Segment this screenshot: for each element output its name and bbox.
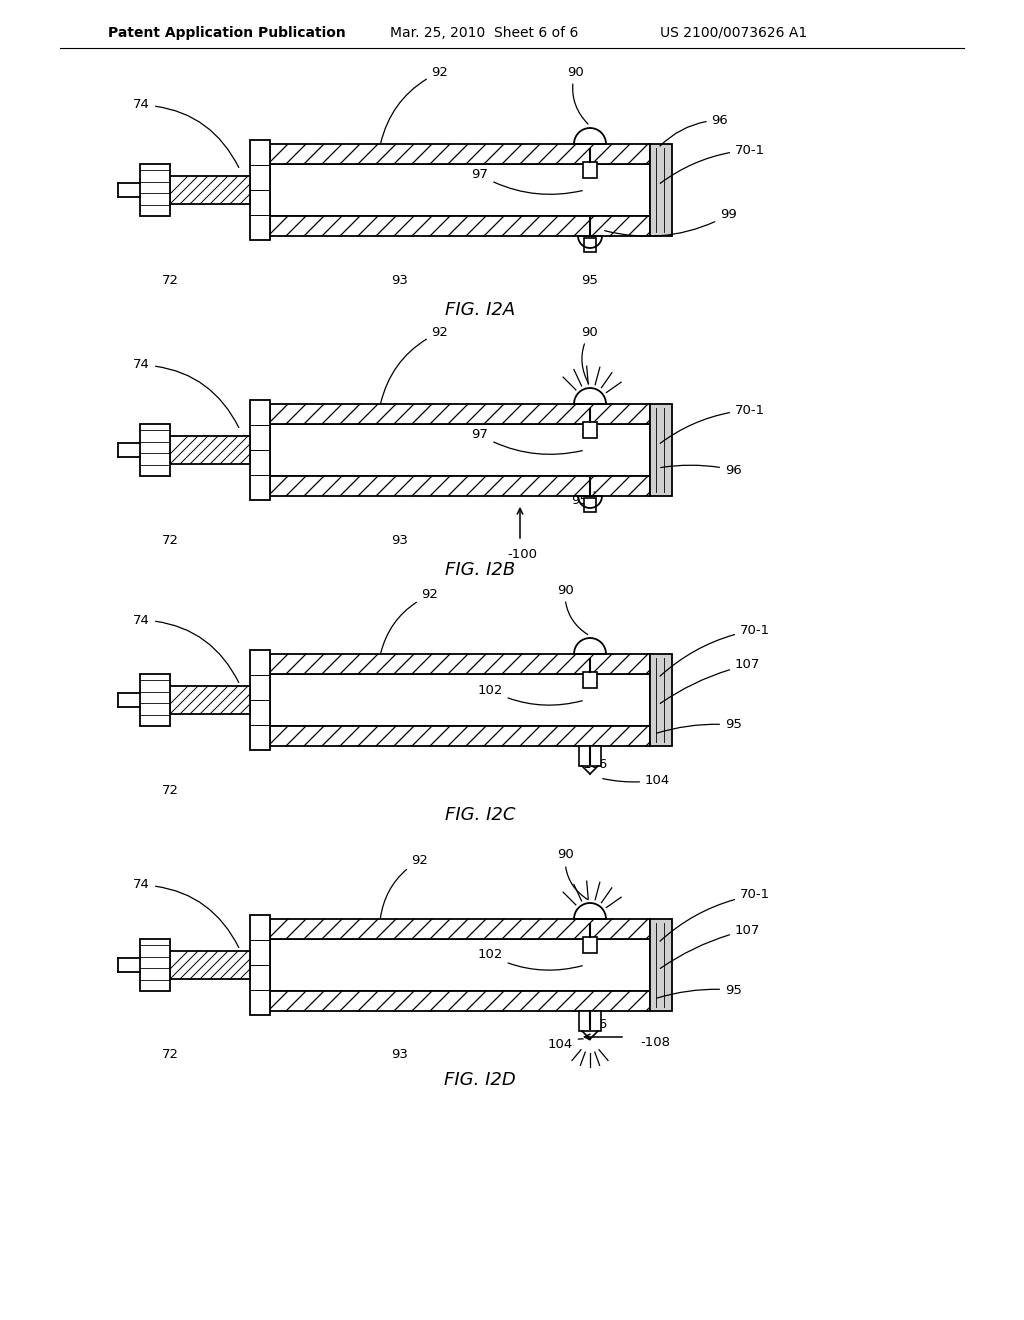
Bar [270,675,650,726]
Text: -108: -108 [640,1036,670,1049]
Bar [270,216,650,236]
Bar [270,144,650,164]
Bar [583,422,597,438]
Bar [650,144,672,236]
Text: 95: 95 [571,492,595,507]
Text: 93: 93 [391,273,409,286]
Text: 106: 106 [583,759,607,771]
Bar [170,436,250,465]
Text: 95: 95 [656,983,741,998]
Bar [170,176,250,205]
Bar [250,649,270,750]
Text: 74: 74 [133,359,239,428]
Text: -100: -100 [507,548,537,561]
Bar [270,726,650,746]
Bar [140,164,170,216]
Bar [583,672,597,688]
Bar [250,400,270,500]
Bar [650,404,672,496]
Text: 92: 92 [381,589,438,653]
Bar [270,477,650,496]
Text: 99: 99 [605,209,736,236]
Text: 72: 72 [162,533,178,546]
Text: FIG. I2D: FIG. I2D [444,1071,516,1089]
Bar [250,140,270,240]
Text: 95: 95 [656,718,741,733]
Bar [270,653,650,675]
Bar [140,424,170,477]
Text: 90: 90 [557,583,588,635]
Text: 104: 104 [603,774,671,787]
Text: 90: 90 [557,849,588,899]
Bar [270,424,650,477]
Text: 96: 96 [660,463,741,477]
Bar [584,238,596,252]
Text: FIG. I2A: FIG. I2A [444,301,515,319]
Text: 92: 92 [381,66,449,144]
Bar [270,164,650,216]
Text: 72: 72 [162,273,178,286]
Bar [650,653,672,746]
Text: 74: 74 [133,614,239,682]
Bar [270,404,650,424]
Text: 92: 92 [380,854,428,919]
Text: 70-1: 70-1 [660,404,765,444]
Text: 96: 96 [659,114,728,147]
Bar [583,162,597,178]
Bar [140,939,170,991]
Text: 74: 74 [133,99,239,168]
Text: 90: 90 [566,66,588,124]
Text: 106: 106 [583,1019,607,1031]
Text: Mar. 25, 2010  Sheet 6 of 6: Mar. 25, 2010 Sheet 6 of 6 [390,26,579,40]
Text: 90: 90 [582,326,598,384]
Text: 92: 92 [381,326,449,404]
Bar [650,919,672,1011]
Text: 104: 104 [548,1039,584,1052]
Text: 97: 97 [472,429,583,454]
Text: 70-1: 70-1 [660,888,770,941]
Text: 93: 93 [391,1048,409,1061]
Bar [583,937,597,953]
Text: FIG. I2B: FIG. I2B [444,561,515,579]
Text: 97: 97 [472,169,583,194]
Text: US 2100/0073626 A1: US 2100/0073626 A1 [660,26,807,40]
Text: 70-1: 70-1 [660,144,765,183]
Bar [579,746,601,766]
Bar [270,991,650,1011]
Text: FIG. I2C: FIG. I2C [444,807,515,824]
Text: 70-1: 70-1 [660,623,770,676]
Text: 107: 107 [660,924,761,969]
Bar [270,939,650,991]
Text: 93: 93 [391,533,409,546]
Text: Patent Application Publication: Patent Application Publication [108,26,346,40]
Text: 74: 74 [133,879,239,948]
Text: 72: 72 [162,784,178,796]
Text: 102: 102 [477,684,583,705]
Text: 107: 107 [660,659,761,704]
Bar [584,498,596,512]
Text: 72: 72 [162,1048,178,1061]
Bar [250,915,270,1015]
Text: 95: 95 [582,273,598,286]
Text: 102: 102 [477,949,583,970]
Bar [140,675,170,726]
Bar [170,950,250,979]
Bar [170,686,250,714]
Bar [270,919,650,939]
Bar [579,1011,601,1031]
